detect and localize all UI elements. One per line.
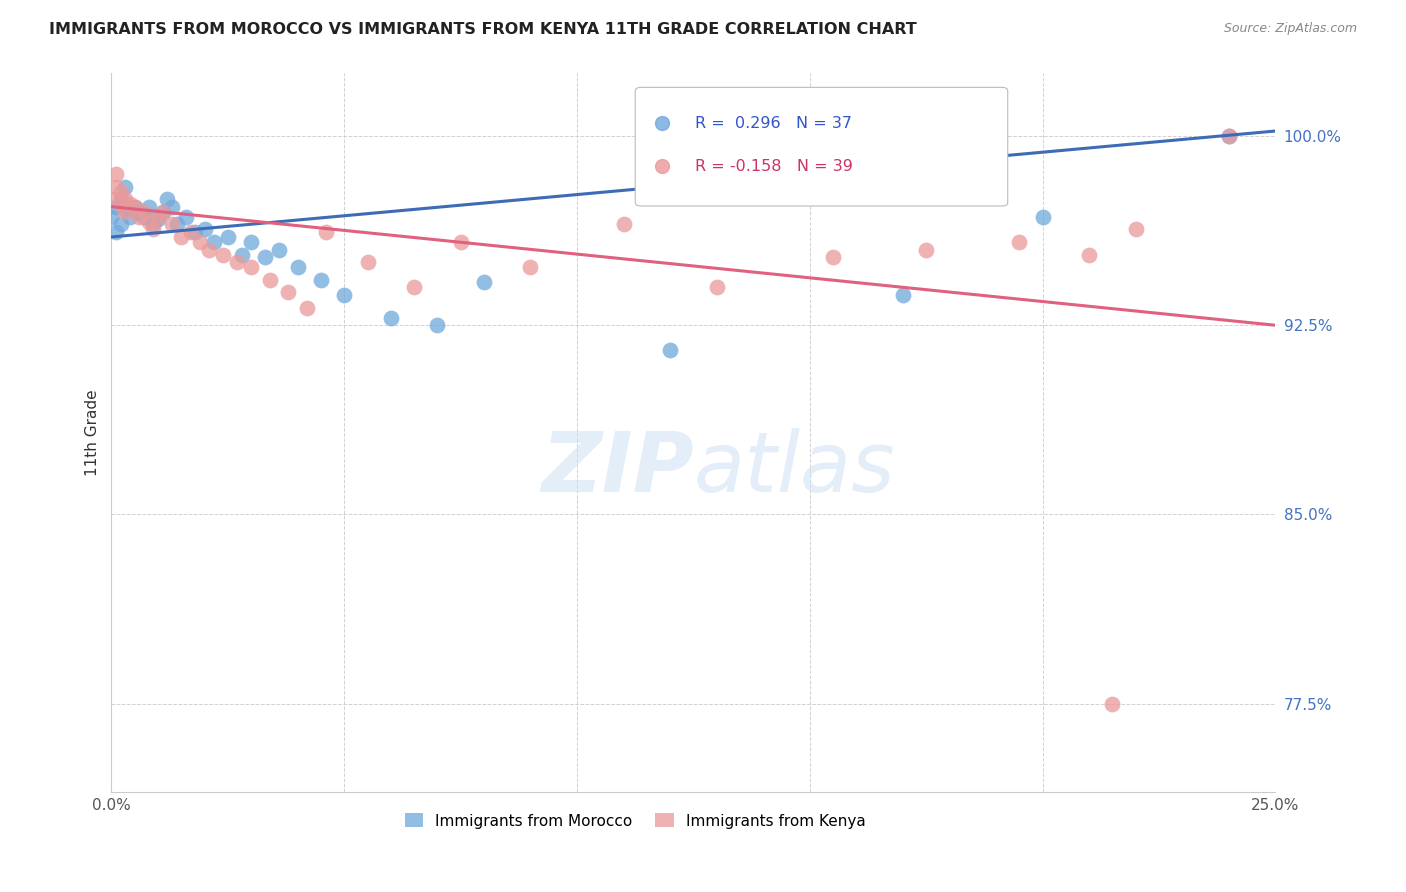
- Point: [114, 179, 136, 194]
- Point: [356, 255, 378, 269]
- Point: [110, 192, 132, 206]
- Text: R =  0.296   N = 37: R = 0.296 N = 37: [695, 116, 852, 131]
- Point: [1218, 129, 1240, 144]
- Text: atlas: atlas: [693, 428, 896, 509]
- Text: IMMIGRANTS FROM MOROCCO VS IMMIGRANTS FROM KENYA 11TH GRADE CORRELATION CHART: IMMIGRANTS FROM MOROCCO VS IMMIGRANTS FR…: [49, 22, 917, 37]
- Point: [152, 204, 174, 219]
- Point: [110, 218, 132, 232]
- Point: [212, 247, 235, 261]
- Point: [198, 243, 221, 257]
- Point: [240, 235, 263, 249]
- Point: [146, 212, 169, 227]
- Point: [254, 250, 277, 264]
- Point: [132, 204, 155, 219]
- Legend: Immigrants from Morocco, Immigrants from Kenya: Immigrants from Morocco, Immigrants from…: [399, 807, 872, 835]
- Y-axis label: 11th Grade: 11th Grade: [86, 389, 100, 475]
- Point: [118, 197, 141, 211]
- Point: [450, 235, 472, 249]
- Point: [160, 200, 183, 214]
- Point: [333, 288, 356, 302]
- Point: [1008, 235, 1031, 249]
- Point: [100, 192, 122, 206]
- Point: [124, 200, 146, 214]
- Point: [426, 318, 449, 333]
- Point: [146, 210, 169, 224]
- Point: [105, 167, 128, 181]
- Point: [160, 218, 183, 232]
- Point: [891, 288, 914, 302]
- Point: [1125, 222, 1147, 236]
- Point: [156, 192, 179, 206]
- Point: [170, 230, 193, 244]
- Point: [128, 204, 150, 219]
- Point: [110, 185, 132, 199]
- Point: [472, 276, 495, 290]
- Point: [259, 273, 281, 287]
- Point: [231, 247, 253, 261]
- Point: [202, 235, 225, 249]
- Point: [114, 204, 136, 219]
- Text: ZIP: ZIP: [541, 428, 693, 509]
- Point: [184, 225, 207, 239]
- Point: [105, 200, 128, 214]
- Point: [152, 204, 174, 219]
- Point: [295, 301, 318, 315]
- Point: [613, 218, 636, 232]
- Point: [100, 210, 122, 224]
- Point: [1032, 210, 1054, 224]
- Point: [138, 215, 160, 229]
- Point: [706, 280, 728, 294]
- Point: [287, 260, 309, 275]
- Point: [105, 179, 128, 194]
- Point: [240, 260, 263, 275]
- Point: [267, 243, 290, 257]
- Point: [174, 210, 197, 224]
- Point: [1218, 129, 1240, 144]
- FancyBboxPatch shape: [636, 87, 1008, 206]
- Point: [118, 210, 141, 224]
- Point: [142, 218, 165, 232]
- Point: [823, 250, 845, 264]
- Point: [217, 230, 239, 244]
- Point: [110, 197, 132, 211]
- Point: [128, 210, 150, 224]
- Point: [105, 225, 128, 239]
- Point: [124, 200, 146, 214]
- Text: R = -0.158   N = 39: R = -0.158 N = 39: [695, 159, 852, 174]
- Point: [315, 225, 337, 239]
- Point: [309, 273, 332, 287]
- Point: [132, 210, 155, 224]
- Point: [277, 285, 299, 300]
- Point: [114, 202, 136, 217]
- Text: Source: ZipAtlas.com: Source: ZipAtlas.com: [1223, 22, 1357, 36]
- Point: [1101, 697, 1123, 711]
- Point: [1078, 247, 1101, 261]
- Point: [193, 222, 215, 236]
- Point: [659, 343, 682, 358]
- Point: [138, 200, 160, 214]
- Point: [402, 280, 425, 294]
- Point: [114, 192, 136, 206]
- Point: [166, 218, 188, 232]
- Point: [142, 222, 165, 236]
- Point: [915, 243, 938, 257]
- Point: [188, 235, 211, 249]
- Point: [180, 225, 202, 239]
- Point: [380, 310, 402, 325]
- Point: [226, 255, 249, 269]
- Point: [519, 260, 541, 275]
